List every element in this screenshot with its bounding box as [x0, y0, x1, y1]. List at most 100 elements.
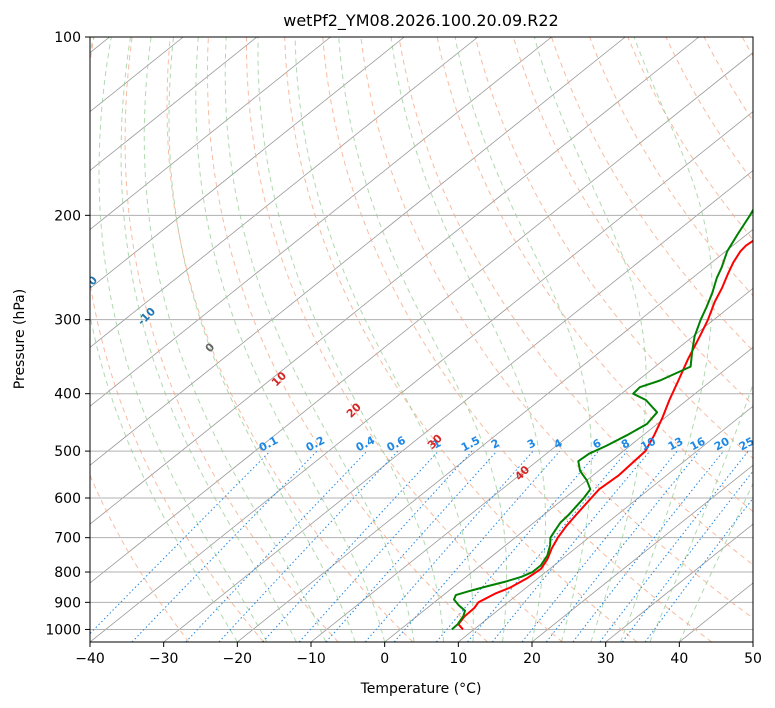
y-tick-label: 200: [54, 208, 81, 224]
dry-adiabat-label: 30: [425, 432, 445, 452]
mixing-ratio-line: [131, 450, 318, 642]
dewpoint-line: [451, 208, 753, 631]
dry-adiabat-line: [665, 37, 753, 183]
dry-adiabat-line: [322, 37, 713, 642]
mixing-ratio-label: 25: [737, 435, 757, 454]
moist-adiabat-line: [120, 37, 297, 642]
isotherm-line: [90, 37, 700, 525]
temperature-line: [457, 239, 753, 631]
y-axis-label: Pressure (hPa): [12, 289, 28, 389]
isotherm-line: [90, 37, 626, 466]
x-tick-label: −40: [75, 651, 105, 667]
isotherm-line: [90, 37, 258, 172]
dry-adiabat-line: [436, 37, 753, 513]
y-axis: 100 200 300 400 500 600 700 800 900 1000: [45, 30, 90, 638]
dry-adiabat-line: [398, 37, 753, 566]
mixing-ratio-line: [325, 450, 498, 642]
x-tick-label: −10: [296, 651, 326, 667]
x-axis: −40 −30 −20 −10 0 10 20 30 40 50: [75, 642, 762, 667]
isotherm-line: [90, 111, 753, 642]
dry-adiabat-line: [246, 37, 563, 642]
moist-adiabat-line: [195, 37, 386, 642]
plot-frame: [89, 36, 754, 643]
moist-adiabat-line: [294, 37, 474, 642]
y-tick-label: 900: [54, 595, 81, 611]
mixing-ratio-label: 13: [666, 435, 686, 454]
plot-background-lines: [90, 37, 753, 642]
moist-adiabat-line: [619, 37, 713, 642]
mixing-ratio-label: 6: [591, 436, 604, 451]
mixing-ratio-line: [90, 450, 271, 635]
x-tick-label: 40: [670, 651, 688, 667]
isotherm-line: [458, 405, 753, 642]
isotherm-line: [531, 464, 753, 642]
dry-adiabat-line: [207, 37, 488, 642]
mixing-ratio-line: [491, 450, 651, 642]
mixing-ratio-label: 16: [688, 435, 708, 454]
mixing-ratio-line: [545, 450, 700, 642]
dry-adiabat-line: [124, 37, 339, 642]
mixing-ratio-label: 4: [552, 436, 565, 451]
isotherm-line: [310, 287, 753, 642]
moist-adiabat-line: [678, 482, 753, 642]
mixing-ratio-line: [521, 450, 678, 642]
isotherm-line: [90, 37, 552, 407]
isotherm-line: [90, 37, 479, 348]
dry-adiabat-line: [284, 37, 638, 642]
dry-adiabat-line: [90, 474, 190, 642]
mixing-ratio-line: [218, 450, 399, 642]
mixing-ratio-line: [298, 450, 473, 642]
dry-adiabat-line: [551, 37, 753, 352]
x-tick-label: −30: [149, 651, 179, 667]
mixing-ratio-line: [572, 450, 724, 642]
y-tick-label: 600: [54, 491, 81, 507]
dry-adiabat-line: [166, 37, 414, 642]
isotherm-line: [605, 523, 753, 642]
mixing-ratio-line: [644, 497, 753, 642]
isotherm-line: [90, 37, 331, 230]
y-tick-label: 700: [54, 531, 81, 547]
moist-adiabat-line: [338, 37, 508, 642]
moist-adiabat-line: [90, 37, 238, 642]
x-tick-label: 20: [523, 651, 541, 667]
y-tick-label: 100: [54, 30, 81, 46]
chart-title: wetPf2_YM08.2026.100.20.09.R22: [283, 11, 558, 31]
dry-adiabat-label: 20: [344, 400, 364, 420]
mixing-ratio-line: [436, 450, 599, 642]
moist-adiabat-line: [390, 37, 546, 642]
mixing-ratio-label: 10: [638, 435, 658, 454]
x-tick-label: 30: [597, 651, 615, 667]
annotation-group: 0.10.20.40.611.52346810131620253036-100-…: [24, 242, 757, 483]
dry-adiabat-line: [703, 37, 753, 122]
dry-adiabat-label: -20: [77, 273, 100, 296]
y-tick-label: 1000: [45, 622, 81, 638]
isotherm-line: [90, 37, 405, 289]
mixing-ratio-line: [262, 450, 439, 642]
x-tick-label: 50: [744, 651, 762, 667]
mixing-ratio-line: [364, 450, 534, 642]
mixing-ratio-line: [599, 450, 749, 642]
isotherm-line: [90, 52, 753, 584]
y-tick-label: 300: [54, 313, 81, 329]
x-tick-label: 10: [449, 651, 467, 667]
x-axis-label: Temperature (°C): [360, 681, 482, 697]
dry-adiabat-line: [90, 37, 264, 642]
mixing-ratio-label: 2: [489, 436, 502, 451]
mixing-ratio-label: 8: [619, 436, 632, 451]
dry-adiabat-line: [360, 37, 753, 619]
moist-adiabat-line: [224, 37, 415, 642]
y-tick-label: 400: [54, 387, 81, 403]
mixing-ratio-label: 20: [712, 435, 732, 454]
dry-adiabat-line: [474, 37, 753, 459]
mixing-ratio-line: [467, 450, 628, 642]
moist-adiabat-line: [649, 382, 753, 642]
dry-adiabat-label: 10: [269, 369, 289, 389]
isotherm-line: [163, 170, 753, 642]
dry-adiabat-line: [589, 37, 753, 297]
dry-adiabat-label: -30: [24, 242, 47, 265]
dry-adiabat-line: [741, 37, 753, 58]
moist-adiabat-line: [533, 37, 647, 642]
series-group: [451, 208, 753, 631]
mixing-ratio-line: [185, 450, 368, 642]
